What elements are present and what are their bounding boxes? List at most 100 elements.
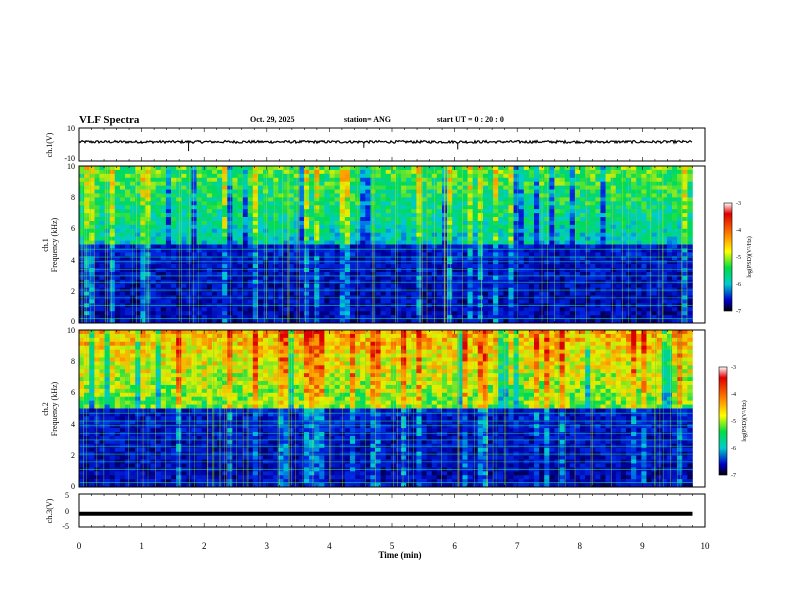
- spec-cell: [666, 185, 673, 190]
- spec-cell: [222, 209, 228, 214]
- spec-cell: [687, 260, 693, 265]
- spec-cell: [559, 189, 565, 194]
- spec-cell: [646, 240, 652, 245]
- spec-cell: [498, 201, 504, 206]
- spec-cell: [339, 330, 346, 335]
- spec-cell: [181, 213, 187, 218]
- spec-cell: [99, 260, 105, 265]
- spec-cell: [319, 256, 325, 261]
- spec-cell: [242, 330, 248, 335]
- spec-cell: [319, 299, 325, 304]
- spec-cell: [324, 311, 330, 316]
- spec-cell: [181, 264, 187, 269]
- spec-cell: [559, 283, 565, 288]
- spec-cell: [472, 256, 479, 261]
- ch1-axes-frame: [78, 127, 706, 162]
- spec-cell: [677, 173, 683, 179]
- spec-cell: [186, 224, 192, 230]
- spec-cell: [523, 244, 530, 249]
- spec-cell: [421, 185, 427, 190]
- spec-cell: [477, 315, 484, 320]
- spec-cell: [661, 220, 668, 226]
- spec-cell: [344, 181, 351, 186]
- spec-cell: [298, 209, 305, 214]
- spec-cell: [150, 193, 156, 198]
- spec-cell: [390, 220, 397, 226]
- spec-cell: [559, 217, 565, 222]
- spec-cell: [217, 213, 223, 218]
- spec-cell: [309, 315, 315, 320]
- spec-cell: [574, 201, 581, 206]
- spec-cell: [196, 166, 202, 171]
- spec-cell: [682, 260, 688, 265]
- spec-cell: [447, 330, 453, 335]
- spec-cell: [324, 228, 330, 234]
- spec-cell: [503, 220, 509, 226]
- spec-cell: [150, 248, 156, 253]
- spec-cell: [349, 291, 356, 296]
- spec-cell: [365, 224, 371, 230]
- spec-cell: [682, 209, 688, 214]
- spec-cell: [324, 166, 330, 171]
- spec-cell: [401, 307, 407, 312]
- spec-cell: [160, 299, 167, 304]
- spec-cell: [344, 271, 351, 277]
- spec-cell: [181, 197, 187, 202]
- spec-cell: [257, 268, 264, 273]
- spec-cell: [656, 319, 663, 324]
- spec-cell: [257, 260, 264, 265]
- spec-cell: [646, 311, 652, 316]
- spec-cell: [191, 197, 197, 202]
- spec-cell: [498, 319, 504, 324]
- spec-cell: [150, 185, 156, 190]
- spec-cell: [677, 224, 683, 230]
- spec-cell: [222, 197, 228, 202]
- spec-cell: [620, 244, 627, 249]
- spec-cell: [564, 264, 571, 269]
- spec-cell: [375, 315, 381, 320]
- spec-cell: [687, 264, 693, 269]
- spec-cell: [457, 252, 463, 257]
- spec-cell: [513, 220, 519, 226]
- spec-cell: [487, 307, 494, 312]
- spec-cell: [513, 291, 519, 296]
- spec-cell: [677, 232, 683, 237]
- spec-cell: [176, 240, 182, 245]
- spec-cell: [232, 185, 238, 190]
- spec-cell: [447, 220, 453, 226]
- spec-cell: [677, 256, 683, 261]
- spec-cell: [242, 248, 248, 253]
- spec-cell: [140, 299, 146, 304]
- spec-cell: [257, 224, 264, 230]
- spec-cell: [656, 264, 663, 269]
- spec-cell: [160, 319, 167, 324]
- spec-cell: [344, 236, 351, 241]
- spec-cell: [329, 311, 335, 316]
- spec-cell: [344, 220, 351, 226]
- spec-cell: [513, 256, 519, 261]
- spec-cell: [125, 205, 131, 210]
- spec-cell: [217, 173, 223, 179]
- spec-cell: [523, 220, 530, 226]
- spec-cell: [303, 240, 310, 245]
- spec-cell: [457, 271, 463, 277]
- spec-cell: [360, 291, 366, 296]
- spec-cell: [534, 228, 540, 234]
- spec-cell: [605, 252, 611, 257]
- spec-cell: [380, 232, 387, 237]
- spec-cell: [447, 264, 453, 269]
- spec-cell: [503, 197, 509, 202]
- spec-cell: [375, 213, 381, 218]
- spec-cell: [580, 248, 586, 253]
- spec-cell: [283, 275, 289, 281]
- spec-cell: [252, 169, 259, 175]
- spec-cell: [370, 169, 376, 175]
- spec-cell: [135, 185, 141, 190]
- spec-cell: [534, 185, 540, 190]
- spec-cell: [339, 173, 346, 179]
- spec-cell: [104, 252, 110, 257]
- spec-cell: [273, 252, 279, 257]
- spec-cell: [585, 268, 591, 273]
- spec-cell: [508, 256, 514, 261]
- spec-cell: [360, 232, 366, 237]
